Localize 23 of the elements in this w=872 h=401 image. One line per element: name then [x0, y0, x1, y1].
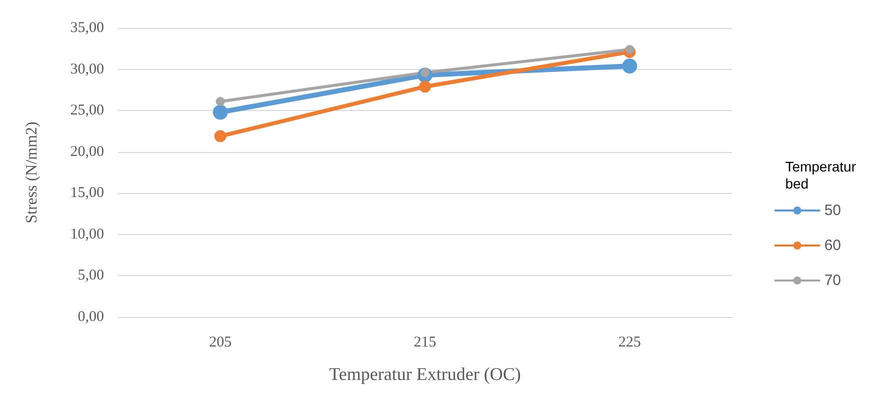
point	[212, 104, 228, 120]
y-tick-label: 0,00	[78, 309, 104, 325]
legend-label: 60	[824, 237, 842, 254]
point	[216, 96, 225, 106]
y-tick-label: 35,00	[70, 20, 104, 36]
x-tick-label: 225	[618, 334, 641, 350]
y-tick-label: 5,00	[78, 268, 104, 284]
legend-title: Temperatur bed	[785, 158, 856, 192]
x-axis-title: Temperatur Extruder (OC)	[329, 364, 521, 384]
y-axis-title: Stress (N/mm2)	[24, 122, 40, 224]
y-tick-label: 25,00	[70, 102, 104, 119]
y-tick-label: 10,00	[70, 226, 104, 242]
x-tick-label: 205	[209, 334, 232, 350]
point	[622, 58, 638, 74]
legend-label: 50	[824, 202, 842, 219]
point	[214, 130, 226, 142]
y-tick-label: 30,00	[70, 61, 104, 78]
point	[625, 44, 634, 54]
x-tick-label: 215	[414, 334, 436, 350]
legend-label: 70	[824, 272, 842, 289]
point	[419, 80, 431, 93]
y-tick-label: 20,00	[70, 144, 104, 160]
y-tick-label: 15,00	[70, 185, 104, 202]
